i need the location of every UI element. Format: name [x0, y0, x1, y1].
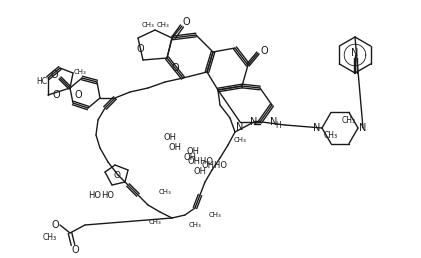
Text: OHHO: OHHO — [187, 157, 213, 166]
Text: CH₃: CH₃ — [157, 22, 169, 28]
Text: O: O — [71, 245, 79, 255]
Text: H: H — [275, 120, 281, 130]
Text: O: O — [260, 46, 268, 56]
Text: CH₃: CH₃ — [342, 116, 356, 125]
Text: OHHO: OHHO — [202, 160, 228, 170]
Text: O: O — [136, 44, 144, 54]
Text: N: N — [313, 123, 321, 133]
Text: N: N — [351, 48, 359, 58]
Text: CH₃: CH₃ — [149, 219, 161, 225]
Text: HO: HO — [101, 190, 115, 199]
Text: N: N — [236, 122, 244, 132]
Text: CH₃: CH₃ — [234, 137, 246, 143]
Text: N: N — [250, 117, 258, 127]
Text: N: N — [270, 117, 278, 127]
Text: O: O — [182, 17, 190, 27]
Text: OH: OH — [187, 148, 200, 157]
Text: HO: HO — [88, 190, 101, 199]
Text: CH₃: CH₃ — [209, 212, 221, 218]
Text: N: N — [359, 123, 367, 133]
Text: OH: OH — [163, 133, 176, 141]
Text: O: O — [51, 220, 59, 230]
Text: CH₃: CH₃ — [43, 232, 57, 241]
Text: O: O — [50, 70, 58, 80]
Text: CH₃: CH₃ — [141, 22, 155, 28]
Text: CH₃: CH₃ — [324, 131, 338, 140]
Text: OH: OH — [194, 167, 206, 176]
Text: CH₃: CH₃ — [189, 222, 201, 228]
Text: OH: OH — [168, 143, 181, 152]
Text: O: O — [114, 171, 120, 180]
Text: CH₃: CH₃ — [74, 69, 86, 75]
Text: O: O — [52, 90, 60, 100]
Text: CH₃: CH₃ — [159, 189, 171, 195]
Text: O: O — [74, 90, 82, 100]
Text: HC: HC — [37, 77, 48, 86]
Text: O: O — [171, 63, 179, 73]
Text: OH: OH — [184, 154, 197, 163]
